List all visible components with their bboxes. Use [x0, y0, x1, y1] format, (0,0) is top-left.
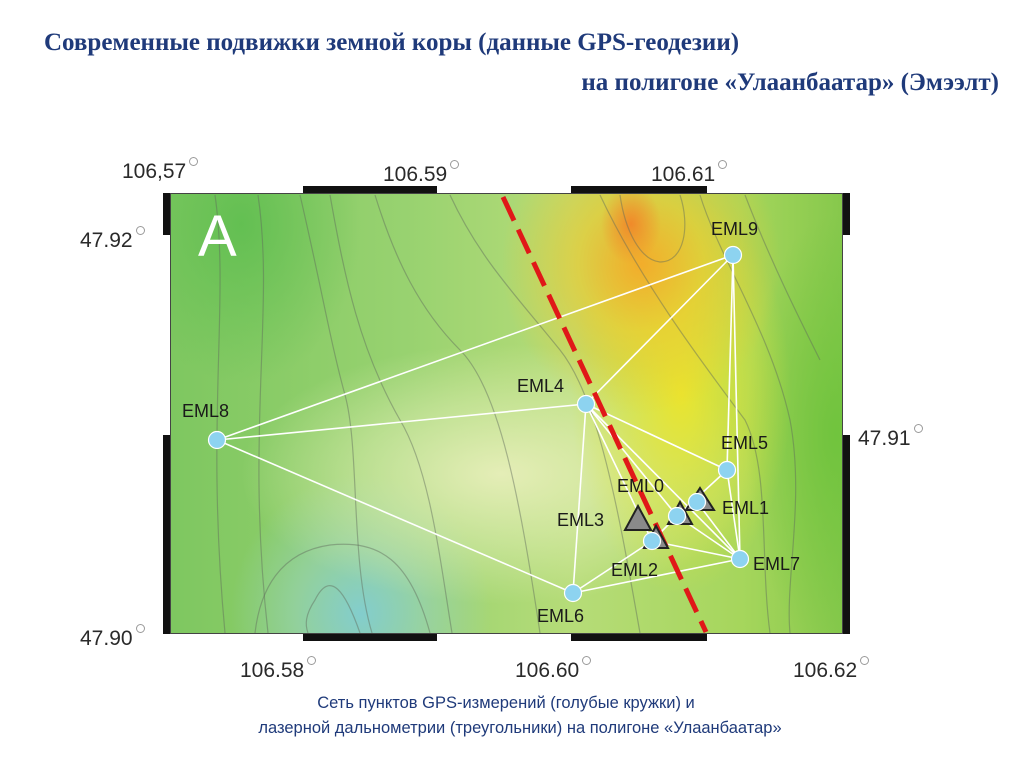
caption-line-2: лазерной дальнометрии (треугольники) на … [258, 719, 782, 737]
gps-point-eml9 [723, 245, 743, 265]
triangle-marker-eml3 [623, 503, 653, 531]
frame-scale-bars [163, 186, 850, 641]
gps-point-eml8 [207, 430, 227, 450]
gps-point-eml0 [667, 506, 687, 526]
station-label-eml7: EML7 [753, 554, 801, 574]
top-tick-label: 106.59 [383, 160, 460, 186]
bottom-tick-label: 106.60 [515, 656, 592, 682]
degree-icon [135, 226, 145, 235]
right-tick-label: 47.91 [858, 424, 923, 450]
bottom-tick-label: 106.62 [793, 656, 870, 682]
gps-point-eml2 [642, 531, 662, 551]
station-label-eml2: EML2 [611, 560, 659, 580]
slide-title-line-2: на полигоне «Улаанбаатар» (Эмээлт) [581, 69, 999, 96]
gps-point-eml5 [717, 460, 737, 480]
gps-point-eml1 [687, 492, 707, 512]
degree-icon [189, 157, 199, 166]
station-label-eml3: EML3 [557, 510, 605, 530]
station-label-eml1: EML1 [722, 498, 770, 518]
gps-point-eml7 [730, 549, 750, 569]
degree-icon [135, 624, 145, 633]
station-label-eml8: EML8 [182, 401, 230, 421]
degree-icon [307, 656, 317, 665]
caption-line-1: Сеть пунктов GPS-измерений (голубые круж… [317, 694, 695, 712]
elevation-map [170, 193, 843, 634]
gps-point-eml6 [563, 583, 583, 603]
station-label-eml6: EML6 [537, 606, 585, 626]
gps-point-eml4 [576, 394, 596, 414]
degree-icon [718, 160, 728, 169]
station-label-eml9: EML9 [711, 219, 759, 239]
left-tick-label: 47.92 [80, 226, 145, 252]
top-tick-label: 106.61 [651, 160, 728, 186]
degree-icon [913, 424, 923, 433]
left-tick-label: 47.90 [80, 624, 145, 650]
slide-title-line-1: Современные подвижки земной коры (данные… [44, 29, 740, 56]
contour-lines [214, 194, 821, 634]
station-label-eml4: EML4 [517, 376, 565, 396]
station-label-eml5: EML5 [721, 433, 769, 453]
bottom-tick-label: 106.58 [240, 656, 317, 682]
station-label-eml0: EML0 [617, 476, 665, 496]
degree-icon [860, 656, 870, 665]
network-lines [216, 254, 741, 594]
degree-icon [450, 160, 460, 169]
degree-icon [582, 656, 592, 665]
fault-line [500, 195, 709, 634]
panel-letter: A [198, 204, 237, 269]
gps-points [207, 245, 750, 603]
top-tick-label: 106,57 [122, 157, 199, 183]
